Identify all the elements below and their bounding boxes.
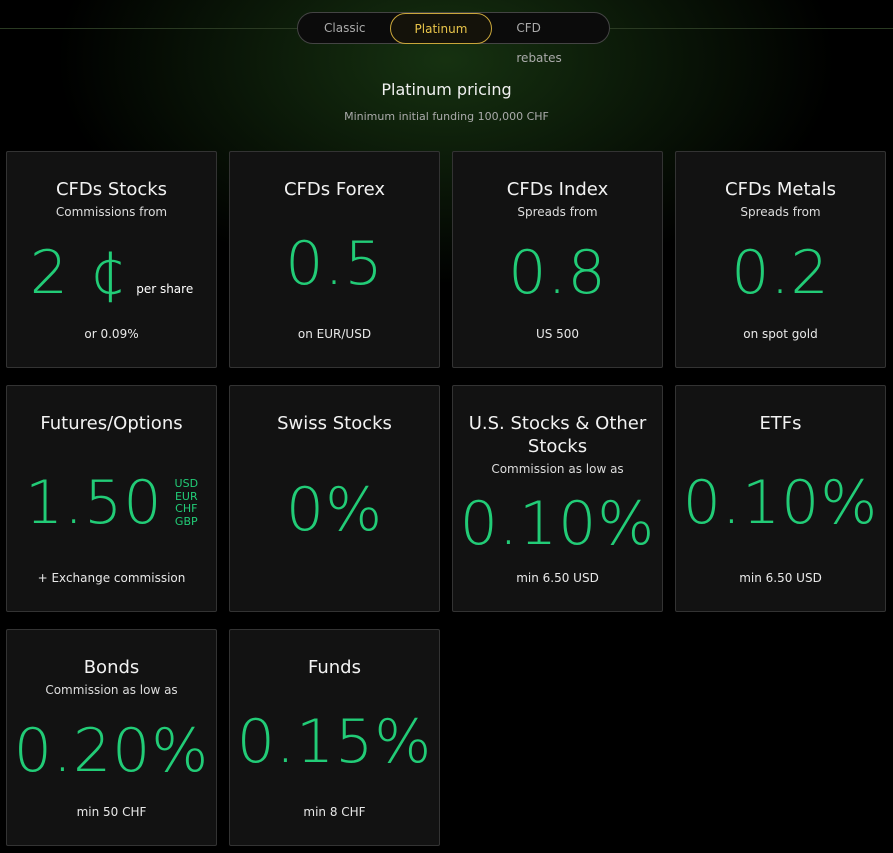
card-value: 0% [285, 475, 384, 545]
card-title: U.S. Stocks & Other Stocks [468, 413, 647, 457]
card-title: Funds [308, 657, 361, 678]
currency: EUR [174, 489, 198, 503]
card-title: CFDs Forex [283, 179, 386, 200]
pricing-card: CFDs Forex 0.5 on EUR/USD [229, 151, 440, 368]
card-value-area: 0.10% [460, 476, 656, 571]
pricing-card: U.S. Stocks & Other Stocks Commission as … [452, 385, 663, 612]
card-value-area: 0.2 [731, 219, 829, 327]
currency: GBP [174, 514, 198, 528]
card-note: min 8 CHF [303, 805, 366, 819]
currency: CHF [175, 502, 198, 515]
card-title: CFDs Stocks [55, 179, 168, 200]
card-note: or 0.09% [84, 327, 139, 341]
card-value-area: 2 ¢ per share [30, 219, 193, 327]
card-note: + Exchange commission [37, 571, 186, 585]
card-note: on spot gold [743, 327, 818, 341]
card-title: Futures/Options [40, 413, 183, 434]
card-note: US 500 [535, 327, 580, 341]
card-title: ETFs [759, 413, 802, 434]
card-grid: CFDs Stocks Commissions from 2 ¢ per share o… [6, 151, 886, 846]
card-value-area: 0.20% [14, 697, 210, 805]
pricing-card: CFDs Index Spreads from 0.8 US 500 [452, 151, 663, 368]
card-title: CFDs Metals [725, 179, 836, 200]
pricing-card: CFDs Metals Spreads from 0.2 on spot gold [675, 151, 886, 368]
card-value-area: 1.50 USD EUR CHF GBP [25, 435, 198, 571]
card-note: on EUR/USD [297, 327, 372, 341]
card-title: Swiss Stocks [277, 413, 392, 434]
card-note: min 6.50 USD [516, 571, 599, 585]
card-value: 0.5 [285, 229, 384, 299]
tab[interactable]: CFD rebates [516, 21, 562, 65]
card-value-area: 0.10% [683, 435, 879, 571]
tab[interactable]: Platinum [389, 12, 493, 44]
value-suffix: per share [136, 282, 194, 296]
card-note: min 6.50 USD [739, 571, 822, 585]
card-value: 0.2 [731, 238, 830, 308]
heading: Platinum pricing [381, 80, 512, 99]
pricing-card: Swiss Stocks 0% [229, 385, 440, 612]
card-subtitle: Commission as low as [45, 683, 178, 697]
currency-list: USD EUR CHF GBP [174, 477, 199, 528]
card-value-area: 0.5 [285, 201, 383, 327]
card-value: 0.15% [236, 707, 433, 777]
pricing-card: Bonds Commission as low as 0.20% min 50 CHF [6, 629, 217, 846]
card-value: 1.50 [24, 468, 163, 538]
card-value: 2 ¢ [29, 238, 129, 308]
tab-bar: Classic Platinum CFD rebates [297, 12, 610, 65]
pricing-card: ETFs 0.10% min 6.50 USD [675, 385, 886, 612]
card-value: 0.10% [459, 488, 656, 559]
card-subtitle: Commissions from [55, 205, 168, 219]
pricing-card: Funds 0.15% min 8 CHF [229, 629, 440, 846]
card-title: CFDs Index [506, 179, 609, 200]
card-value: 0.10% [682, 468, 879, 538]
card-subtitle: Commission as low as [491, 462, 624, 476]
currency: USD [174, 477, 199, 490]
card-value: 0.20% [13, 716, 210, 786]
card-note: min 50 CHF [76, 805, 147, 819]
card-value-area: 0.8 [508, 219, 606, 327]
card-title: Bonds [83, 657, 140, 678]
card-subtitle: Spreads from [517, 205, 598, 219]
card-value-area: 0.15% [237, 679, 433, 805]
tab[interactable]: Classic [324, 21, 366, 35]
card-subtitle: Spreads from [740, 205, 821, 219]
card-value-area: 0% [286, 435, 383, 585]
card-value: 0.8 [508, 238, 607, 308]
pricing-card: CFDs Stocks Commissions from 2 ¢ per share o… [6, 151, 217, 368]
subheading: Minimum initial funding 100,000 CHF [344, 110, 549, 123]
pricing-card: Futures/Options 1.50 USD EUR CHF GBP + Exchang… [6, 385, 217, 612]
